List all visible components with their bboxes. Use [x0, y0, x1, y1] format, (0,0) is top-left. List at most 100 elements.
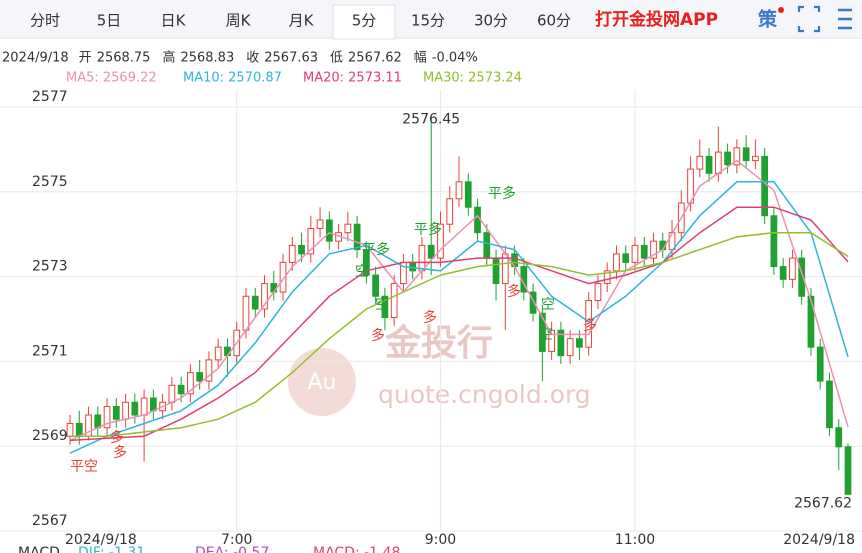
ma-line — [69, 206, 849, 442]
info-date: 2024/9/18 — [2, 51, 69, 66]
max-label: 2576.45 — [402, 111, 460, 127]
candle-body — [622, 253, 630, 263]
y-tick-label: 2569 — [32, 428, 68, 444]
candle-body — [242, 295, 250, 331]
macd-label: MACD — [18, 545, 60, 553]
menu-icon[interactable] — [838, 8, 852, 30]
candle-body — [325, 219, 333, 242]
watermark-logo-text: Au — [308, 370, 337, 395]
strategy-icon[interactable]: 策 — [758, 8, 778, 31]
min-label: 2567.62 — [794, 496, 852, 512]
candle-body — [724, 151, 731, 166]
candle-body — [279, 261, 287, 293]
candle-body — [344, 223, 352, 234]
signal-label: 多 — [110, 429, 124, 446]
watermark-brand: 金投行 — [384, 322, 493, 364]
active-tab — [332, 4, 396, 40]
x-tick-label: 2024/9/18 — [783, 532, 855, 548]
candle-body — [529, 291, 537, 314]
candle-body — [752, 155, 759, 162]
candle-body — [603, 270, 611, 285]
candle-body — [446, 198, 454, 225]
tab-bar — [0, 0, 862, 38]
candle-body — [427, 244, 435, 259]
candle-body — [103, 406, 111, 429]
info-value: -0.04% — [432, 51, 478, 66]
candle-body — [816, 346, 824, 382]
tab[interactable]: 月K — [289, 12, 315, 30]
tab[interactable]: 分时 — [30, 12, 60, 30]
candle-body — [538, 312, 546, 352]
watermark: Au 金投行 quote.cngold.org — [288, 322, 591, 416]
candle-body — [196, 372, 204, 382]
x-tick-label: 9:00 — [425, 532, 456, 548]
candle-body — [353, 223, 361, 251]
candle-body — [66, 422, 74, 437]
candle-body — [112, 406, 120, 420]
candle-body — [474, 206, 481, 234]
tab[interactable]: 30分 — [474, 12, 508, 30]
signal-label: 多 — [507, 283, 521, 300]
candle-body — [288, 244, 296, 263]
ma-line — [69, 159, 849, 442]
signal-label: 多 — [423, 309, 437, 326]
info-value: 2567.63 — [264, 51, 318, 66]
candle-body — [585, 300, 593, 348]
candle-body — [640, 244, 648, 259]
macd-label: DEA: -0.57 — [195, 545, 269, 553]
tab[interactable]: 60分 — [537, 12, 571, 30]
signal-label: 空 — [539, 327, 553, 343]
candle-body — [214, 346, 222, 361]
x-tick-label: 7:00 — [221, 532, 252, 548]
tab[interactable]: 5分 — [352, 12, 377, 30]
tab[interactable]: 15分 — [411, 12, 445, 30]
tab[interactable]: 周K — [226, 12, 252, 30]
x-tick-label: 11:00 — [615, 532, 655, 548]
candle-body — [381, 295, 389, 318]
ma-line — [69, 181, 849, 454]
info-value: 2568.75 — [97, 51, 151, 66]
candle-body — [483, 232, 491, 259]
info-label: 幅 — [414, 51, 427, 66]
candle-body — [631, 244, 639, 263]
candle-body — [316, 219, 324, 229]
signal-label: 多 — [583, 317, 597, 334]
info-value: 2567.62 — [348, 51, 402, 66]
y-tick-label: 2567 — [32, 513, 68, 529]
fullscreen-icon[interactable] — [797, 5, 821, 33]
candle-body — [779, 266, 787, 280]
candle-body — [418, 244, 426, 272]
badge-dot — [778, 7, 784, 13]
candle-body — [205, 359, 213, 382]
signal-label: 多 — [371, 327, 385, 344]
signal-label: 空 — [541, 297, 555, 313]
legend-entry: MA20: 2573.11 — [303, 71, 402, 86]
candle-body — [742, 147, 750, 162]
candle-body — [613, 253, 620, 272]
candle-body — [492, 257, 500, 285]
tab[interactable]: 日K — [161, 12, 187, 30]
macd-label: DIF: -1.31 — [78, 545, 145, 553]
signal-label: 平多 — [362, 241, 390, 258]
app-link[interactable]: 打开金投网APP — [595, 9, 718, 30]
y-tick-label: 2577 — [32, 89, 68, 105]
y-tick-label: 2573 — [32, 259, 68, 275]
candle-body — [372, 274, 380, 297]
candle-body — [464, 181, 472, 208]
info-label: 收 — [246, 51, 259, 66]
y-tick-label: 2571 — [32, 343, 68, 359]
candle-body — [437, 223, 444, 259]
legend-entry: MA30: 2573.24 — [423, 71, 522, 86]
candle-body — [557, 329, 565, 357]
signal-label: 多 — [113, 444, 127, 461]
candle-body — [733, 147, 741, 166]
candle-body — [187, 372, 194, 395]
candle-body — [140, 397, 148, 416]
candle-body — [548, 329, 555, 352]
candle-body — [224, 346, 231, 357]
info-label: 高 — [162, 50, 175, 66]
tab[interactable]: 5日 — [97, 12, 122, 30]
candle-body — [835, 427, 843, 448]
